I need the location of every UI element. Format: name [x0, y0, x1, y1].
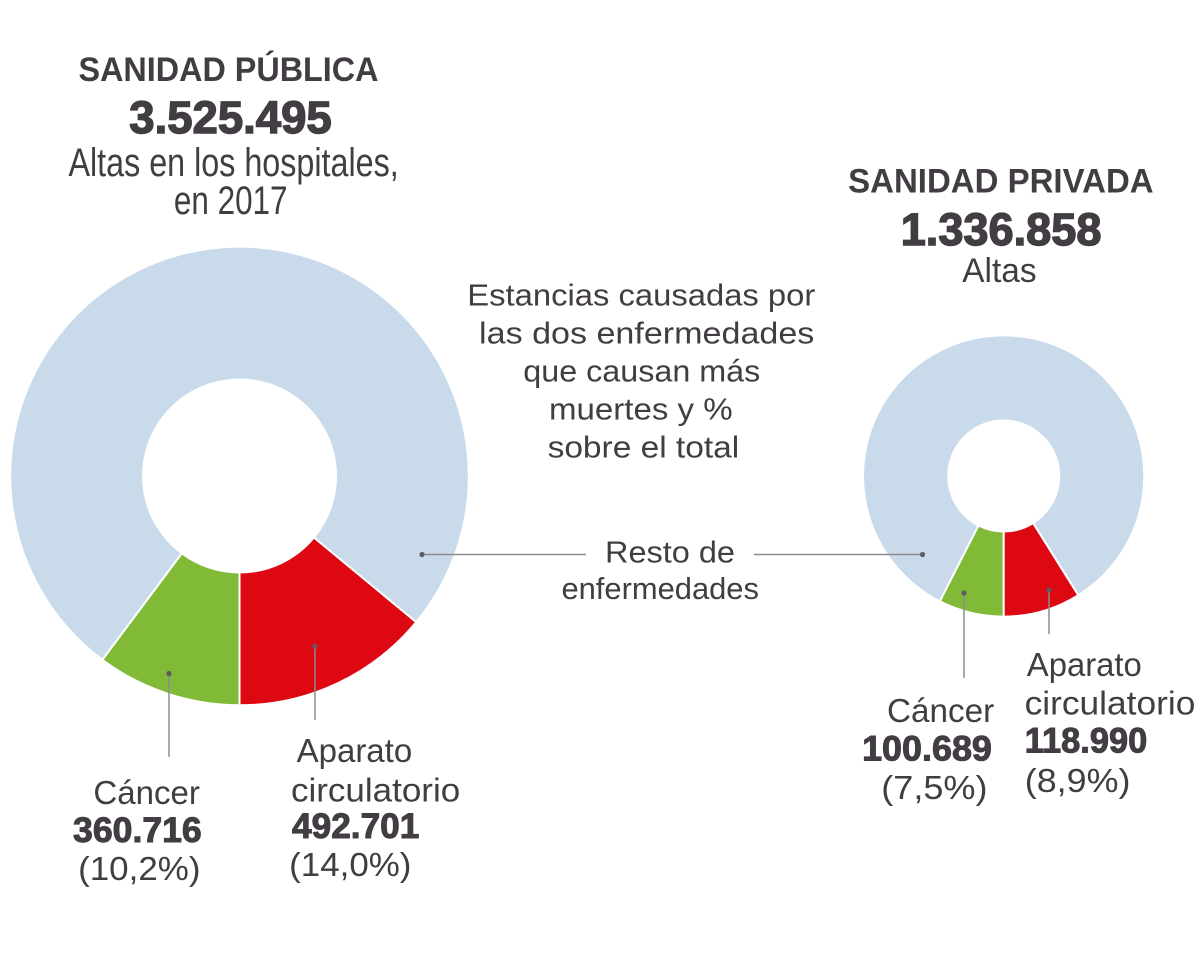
svg-text:(10,2%): (10,2%) — [78, 850, 200, 887]
svg-text:SANIDAD PÚBLICA: SANIDAD PÚBLICA — [79, 51, 379, 89]
svg-text:las dos enfermedades: las dos enfermedades — [479, 316, 814, 351]
svg-text:Cáncer: Cáncer — [93, 774, 200, 811]
svg-text:que causan más: que causan más — [523, 354, 760, 389]
svg-text:492.701: 492.701 — [292, 807, 419, 846]
svg-text:100.689: 100.689 — [862, 730, 992, 769]
svg-text:sobre el total: sobre el total — [548, 430, 740, 465]
svg-text:Cáncer: Cáncer — [887, 692, 994, 729]
svg-text:1.336.858: 1.336.858 — [901, 204, 1102, 255]
svg-text:Aparato: Aparato — [297, 732, 413, 769]
svg-text:Altas en los hospitales,: Altas en los hospitales, — [68, 141, 398, 185]
svg-text:360.716: 360.716 — [73, 811, 202, 850]
svg-text:Altas: Altas — [962, 252, 1036, 290]
svg-text:enfermedades: enfermedades — [561, 571, 759, 606]
svg-text:Estancias causadas por: Estancias causadas por — [467, 278, 815, 313]
svg-text:Aparato: Aparato — [1027, 646, 1142, 683]
svg-text:3.525.495: 3.525.495 — [129, 92, 332, 143]
svg-text:(14,0%): (14,0%) — [289, 846, 411, 883]
svg-text:(8,9%): (8,9%) — [1025, 762, 1131, 799]
svg-text:(7,5%): (7,5%) — [881, 769, 987, 806]
svg-text:Resto de: Resto de — [605, 535, 735, 570]
svg-text:circulatorio: circulatorio — [1025, 685, 1196, 722]
svg-text:en 2017: en 2017 — [174, 179, 288, 223]
svg-text:118.990: 118.990 — [1025, 722, 1147, 761]
svg-text:SANIDAD PRIVADA: SANIDAD PRIVADA — [848, 163, 1154, 201]
svg-text:muertes y %: muertes y % — [549, 392, 733, 427]
svg-text:circulatorio: circulatorio — [291, 772, 460, 809]
